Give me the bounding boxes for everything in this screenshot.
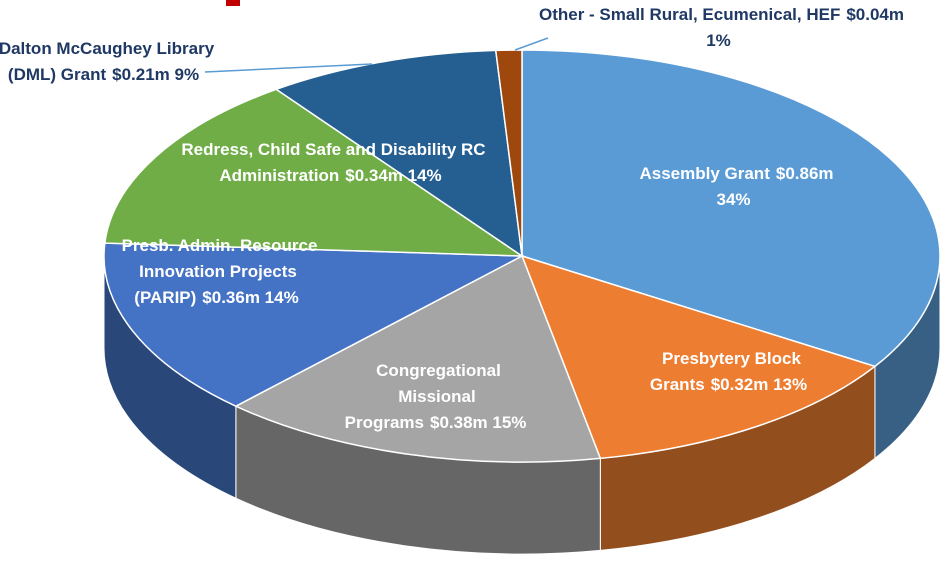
slice-label: Assembly Grant $0.86m 34%: [635, 161, 835, 213]
leader-line: [514, 37, 549, 51]
category-label: Other - Small Rural, Ecumenical, HEF: [538, 5, 841, 24]
slice-label: Congregational Missional Programs $0.38m …: [337, 358, 537, 436]
value-label: $0.34m 14%: [345, 166, 442, 185]
value-label: $0.21m 9%: [112, 65, 200, 84]
leader-line: [204, 63, 373, 73]
value-label: $0.32m 13%: [710, 375, 808, 394]
slice-label: Dalton McCaughey Library (DML) Grant $0.2…: [0, 36, 215, 88]
slice-label: Other - Small Rural, Ecumenical, HEF $0.0…: [530, 2, 910, 54]
slice: [494, 49, 523, 257]
slice: [103, 88, 525, 257]
decoration: [226, 0, 240, 6]
slice-label: Presbytery Block Grants $0.32m 13%: [610, 346, 850, 398]
slice-label: Redress, Child Safe and Disability RC Ad…: [167, 137, 497, 189]
category-label: Redress, Child Safe and Disability RC Ad…: [181, 140, 486, 185]
category-label: Presbytery Block Grants: [649, 349, 801, 394]
value-label: $0.36m 14%: [202, 288, 299, 307]
slice: [274, 49, 523, 258]
slice: [520, 254, 877, 460]
category-label: Presb. Admin. Resource Innovation Projec…: [121, 236, 318, 307]
category-label: Congregational Missional Programs: [344, 361, 501, 432]
value-label: $0.04m 1%: [706, 5, 905, 50]
value-label: $0.38m 15%: [429, 413, 527, 432]
slice: [103, 242, 525, 408]
slice: [234, 254, 602, 463]
slice: [521, 49, 941, 368]
category-label: Assembly Grant: [639, 164, 770, 183]
value-label: $0.86m 34%: [716, 164, 834, 209]
category-label: Dalton McCaughey Library (DML) Grant: [0, 39, 215, 84]
slice-label: Presb. Admin. Resource Innovation Projec…: [98, 233, 338, 311]
